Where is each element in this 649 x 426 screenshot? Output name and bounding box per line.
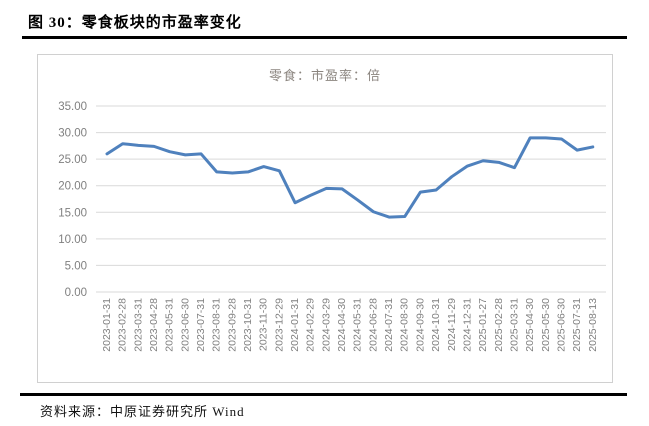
x-axis-tick-label: 2025-06-30 [555,298,567,352]
x-axis-tick-label: 2023-07-31 [195,298,207,352]
x-axis-tick-label: 2023-12-29 [273,298,285,352]
chart-panel: 0.00 5.00 10.00 15.00 20.00 25.00 30.00 35.00 20… [37,54,613,383]
x-axis-tick-label: 2023-02-28 [117,298,129,352]
x-axis-tick-label: 2024-07-31 [383,298,395,352]
legend-label: 零食：市盈率：倍 [268,68,381,83]
x-axis-tick-label: 2023-10-31 [242,298,254,352]
x-axis-tick-label: 2023-04-28 [148,298,160,352]
x-axis-tick-label: 2025-08-13 [587,298,599,352]
x-axis-tick-label: 2024-12-31 [461,298,473,352]
x-axis-tick-label: 2024-04-30 [336,298,348,352]
x-axis-tick-label: 2024-10-31 [430,298,442,352]
y-axis-tick-label: 30.00 [58,128,87,140]
x-axis-tick-label: 2024-11-29 [446,298,458,351]
y-axis-tick-label: 15.00 [58,207,87,219]
x-axis-tick-label: 2025-05-30 [540,298,552,352]
y-axis-tick-label: 25.00 [58,154,87,166]
x-axis-tick-label: 2023-08-31 [211,298,223,352]
x-axis-tick-label: 2025-04-30 [524,298,536,352]
pe-series-line [105,136,595,219]
x-axis-tick-label: 2025-03-31 [508,298,520,352]
x-axis-tick-label: 2024-05-31 [352,298,364,352]
figure-title: 图 30：零食板块的市盈率变化 [28,15,242,31]
x-axis-tick-label: 2023-11-30 [258,298,270,351]
x-axis-tick-label: 2024-08-30 [399,298,411,352]
x-axis-tick-label: 2023-09-28 [226,298,238,352]
y-axis-tick-label: 35.00 [58,101,87,113]
x-axis-tick-label: 2024-06-28 [367,298,379,352]
x-axis-tick-label: 2024-09-30 [414,298,426,352]
x-axis-tick-label: 2024-02-29 [305,298,317,352]
x-axis-tick-label: 2023-06-30 [179,298,191,352]
source-note: 资料来源：中原证券研究所 Wind [40,404,245,419]
x-axis-tick-label: 2025-02-28 [493,298,505,352]
footer-divider-line [20,393,627,396]
x-axis-tick-label: 2023-05-31 [164,298,176,352]
y-axis-tick-label: 20.00 [58,181,87,193]
x-axis-tick-label: 2024-03-29 [320,298,332,352]
y-axis-tick-label: 5.00 [65,260,87,272]
title-divider-line [22,36,627,39]
x-axis-tick-label: 2023-01-31 [101,298,113,352]
x-axis-tick-label: 2025-01-27 [477,298,489,352]
y-axis-tick-label: 0.00 [65,287,87,299]
x-axis-tick-label: 2024-01-31 [289,298,301,352]
x-axis-tick-label: 2023-03-31 [132,298,144,352]
y-axis-tick-label: 10.00 [58,234,87,246]
x-axis-tick-label: 2025-07-31 [571,298,583,352]
pe-line-chart: 0.00 5.00 10.00 15.00 20.00 25.00 30.00 35.00 20… [58,101,606,352]
